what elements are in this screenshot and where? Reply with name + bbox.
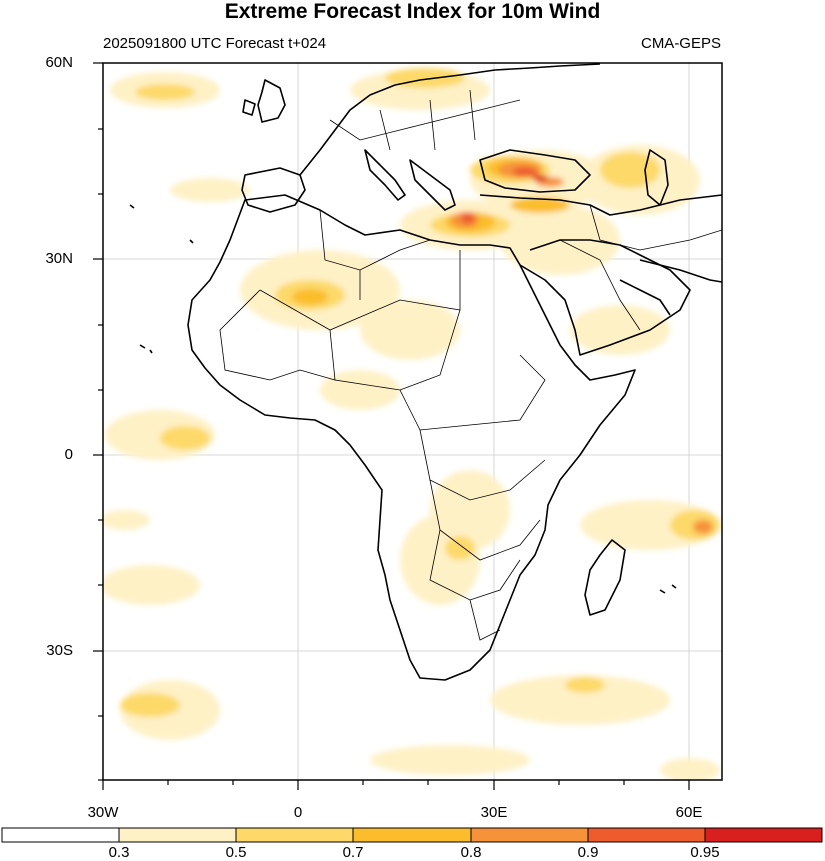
forecast-run-info: 2025091800 UTC Forecast t+024 bbox=[103, 35, 327, 52]
colorbar-bin-1 bbox=[118, 827, 237, 843]
colorbar-label-3: 0.8 bbox=[460, 844, 482, 861]
colorbar-label-5: 0.95 bbox=[690, 844, 720, 861]
lat-label-30n: 30N bbox=[45, 250, 73, 267]
chart-title: Extreme Forecast Index for 10m Wind bbox=[224, 0, 601, 23]
efi-shading bbox=[103, 68, 720, 780]
colorbar-bin-2 bbox=[235, 827, 354, 843]
coastlines bbox=[129, 63, 722, 681]
map-frame bbox=[102, 62, 723, 781]
lon-label-30w: 30W bbox=[87, 804, 119, 821]
lat-label-60n: 60N bbox=[45, 54, 73, 71]
country-borders bbox=[219, 89, 722, 641]
colorbar bbox=[1, 827, 823, 843]
colorbar-label-0: 0.3 bbox=[108, 844, 130, 861]
colorbar-bin-4 bbox=[470, 827, 589, 843]
lon-label-30e: 30E bbox=[480, 804, 508, 821]
colorbar-bin-3 bbox=[352, 827, 472, 843]
lon-label-0: 0 bbox=[293, 804, 303, 821]
colorbar-bin-5 bbox=[587, 827, 706, 843]
colorbar-label-1: 0.5 bbox=[225, 844, 247, 861]
colorbar-label-2: 0.7 bbox=[342, 844, 364, 861]
axis-ticks bbox=[93, 62, 690, 790]
lat-label-30s: 30S bbox=[46, 642, 73, 659]
colorbar-label-4: 0.9 bbox=[577, 844, 599, 861]
model-name: CMA-GEPS bbox=[640, 35, 721, 52]
colorbar-bin-6 bbox=[704, 827, 823, 843]
colorbar-bin-0 bbox=[1, 827, 120, 843]
lat-label-0: 0 bbox=[64, 446, 73, 463]
lon-label-60e: 60E bbox=[675, 804, 703, 821]
